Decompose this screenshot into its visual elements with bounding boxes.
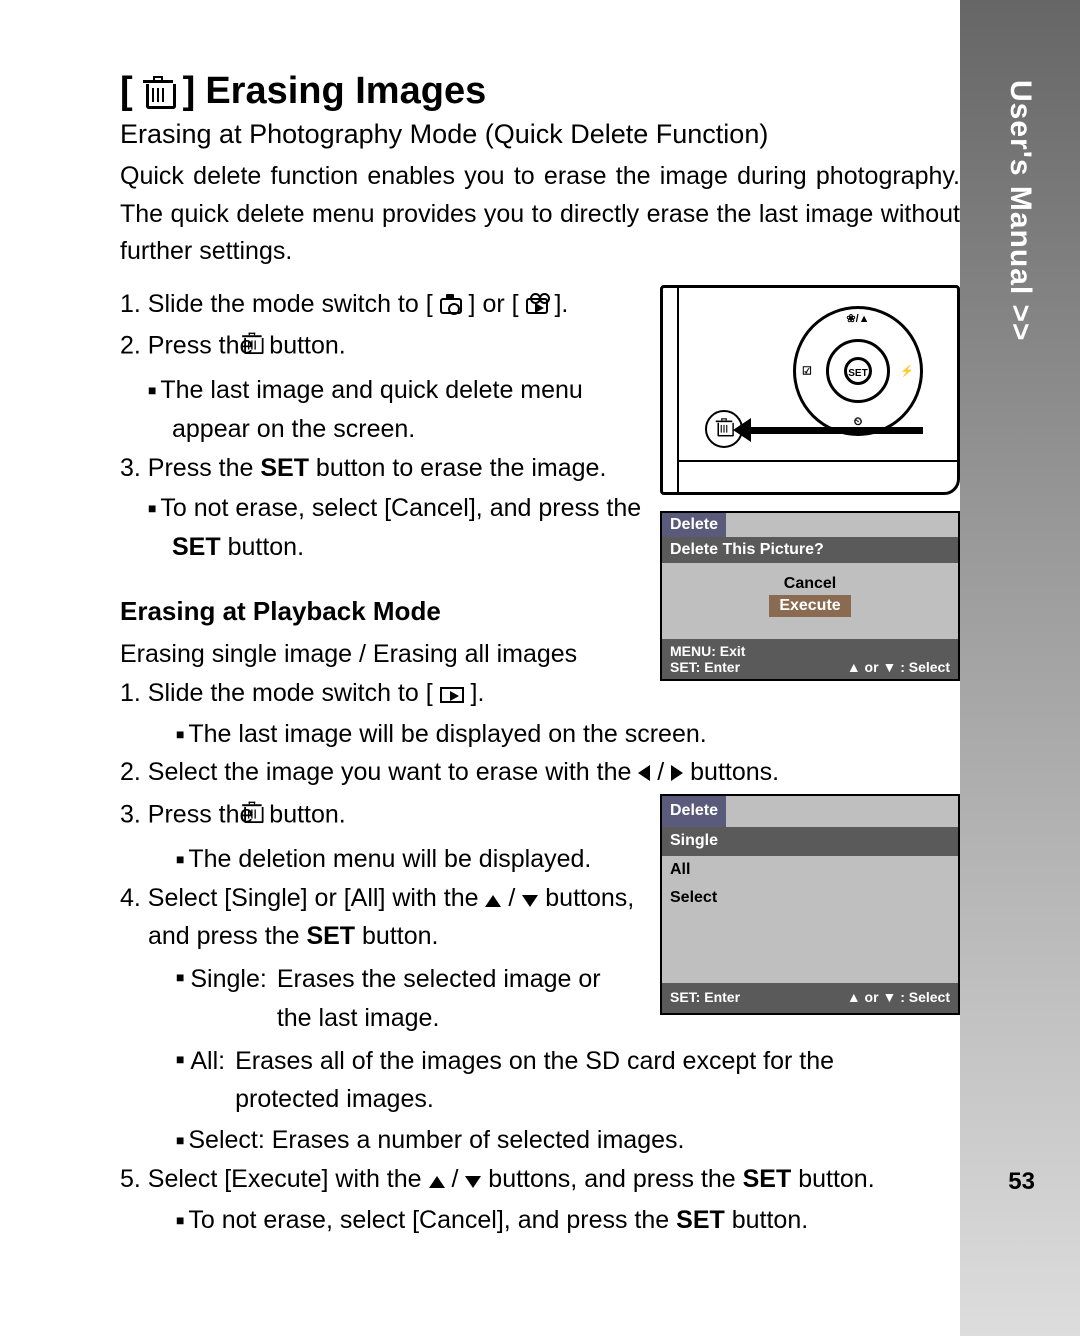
dpad: SET ❀/▲ ⏲ ☑ ⚡ [793, 306, 923, 436]
trash-icon [243, 802, 263, 823]
menu1-cancel: Cancel [672, 573, 948, 595]
menu1-foot-exit: MENU: Exit [670, 643, 745, 659]
pb-step3-bullet: The deletion menu will be displayed. [176, 840, 644, 879]
step-2-bullet: The last image and quick delete menu app… [148, 371, 644, 449]
def-select: Select: Erases a number of selected imag… [176, 1121, 960, 1160]
section-2-title: Erasing at Playback Mode [120, 591, 644, 631]
bracket-open: [ [120, 70, 133, 113]
bracket-close: ] [183, 70, 196, 113]
page-title-row: [ ] Erasing Images [120, 70, 960, 113]
left-arrow-icon [638, 765, 650, 781]
up-arrow-icon [429, 1176, 445, 1188]
pb-step-5: 5. Select [Execute] with the / buttons, … [120, 1160, 960, 1199]
sidebar-label: User's Manual >> [1003, 80, 1037, 342]
def-single: Single:Erases the selected image or the … [176, 958, 644, 1040]
step-2: 2. Press the button. [120, 325, 644, 369]
section-2-subtitle: Erasing single image / Erasing all image… [120, 635, 644, 674]
figures-column: SET ❀/▲ ⏲ ☑ ⚡ Delete Delete This Picture… [660, 285, 960, 715]
page-content: [ ] Erasing Images Erasing at Photograph… [120, 70, 960, 1239]
menu2-single: Single [662, 827, 958, 856]
menu2-all: All [662, 856, 958, 885]
down-arrow-icon [465, 1176, 481, 1188]
lower-section: The last image will be displayed on the … [120, 715, 960, 1240]
step-3-bullet: To not erase, select [Cancel], and press… [148, 489, 644, 567]
def-all: All:Erases all of the images on the SD c… [176, 1040, 960, 1122]
pb-step1-bullet: The last image will be displayed on the … [176, 715, 960, 754]
right-arrow-icon [671, 765, 683, 781]
page-number: 53 [1008, 1168, 1035, 1196]
camera-icon [440, 298, 462, 314]
video-icon [526, 298, 548, 314]
arrow-indicator [747, 427, 923, 434]
sidebar: User's Manual >> [960, 0, 1080, 1336]
pb-step-3: 3. Press the button. [120, 794, 644, 838]
steps-column: 1. Slide the mode switch to [ ] or [ ]. … [120, 285, 644, 715]
down-arrow-icon [522, 895, 538, 907]
subtitle: Erasing at Photography Mode (Quick Delet… [120, 119, 960, 150]
delete-menu-2: Delete Single All Select SET: Enter ▲ or… [660, 794, 960, 1015]
menu2-foot-enter: SET: Enter [670, 987, 740, 1009]
page-title: Erasing Images [205, 70, 486, 113]
up-arrow-icon [485, 895, 501, 907]
menu2-foot-select: ▲ or ▼ : Select [847, 987, 950, 1009]
pb-step5-bullet: To not erase, select [Cancel], and press… [176, 1201, 960, 1240]
menu1-foot-select: ▲ or ▼ : Select [847, 659, 950, 675]
menu2-tab: Delete [662, 796, 726, 827]
trash-icon [143, 76, 173, 108]
menu1-question: Delete This Picture? [662, 537, 958, 563]
pb-step-4: 4. Select [Single] or [All] with the / b… [120, 879, 644, 957]
camera-diagram: SET ❀/▲ ⏲ ☑ ⚡ [660, 285, 960, 495]
delete-menu-1: Delete Delete This Picture? Cancel Execu… [660, 511, 960, 681]
menu2-select: Select [662, 884, 958, 913]
step-3: 3. Press the SET button to erase the ima… [120, 449, 644, 488]
menu1-execute: Execute [769, 595, 850, 617]
step-1: 1. Slide the mode switch to [ ] or [ ]. [120, 285, 644, 324]
menu1-tab: Delete [662, 513, 726, 537]
menu1-foot-enter: SET: Enter [670, 659, 745, 675]
playback-icon [440, 687, 464, 703]
intro-paragraph: Quick delete function enables you to era… [120, 158, 960, 271]
pb-step-1: 1. Slide the mode switch to [ ]. [120, 674, 644, 713]
trash-icon [243, 333, 263, 354]
set-button-graphic: SET [844, 357, 872, 385]
pb-step-2: 2. Select the image you want to erase wi… [120, 753, 960, 792]
